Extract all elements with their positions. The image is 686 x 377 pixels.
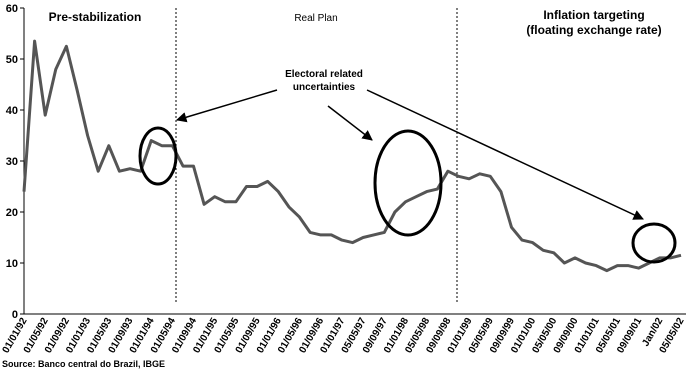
y-tick-label: 10 <box>6 258 18 270</box>
highlight-ellipse <box>631 222 677 264</box>
period-label: Inflation targeting <box>543 8 644 22</box>
period-label: Pre-stabilization <box>49 10 142 24</box>
period-label: (floating exchange rate) <box>526 23 661 37</box>
arrow <box>366 89 644 220</box>
data-line <box>22 39 682 273</box>
arrow <box>327 105 373 141</box>
highlight-ellipse <box>373 129 443 237</box>
highlight-ellipse <box>138 126 178 186</box>
period-label: Real Plan <box>294 13 337 24</box>
y-tick-label: 30 <box>6 156 18 168</box>
annotation: Electoral related <box>285 69 363 80</box>
annotation: uncertainties <box>293 82 356 93</box>
y-tick-label: 20 <box>6 207 18 219</box>
y-tick-label: 0 <box>12 309 18 321</box>
y-tick-label: 60 <box>6 3 18 15</box>
y-tick-label: 40 <box>6 105 18 117</box>
y-tick-label: 50 <box>6 54 18 66</box>
arrow <box>175 89 278 123</box>
source: Source: Banco central do Brazil, IBGE <box>2 359 165 369</box>
